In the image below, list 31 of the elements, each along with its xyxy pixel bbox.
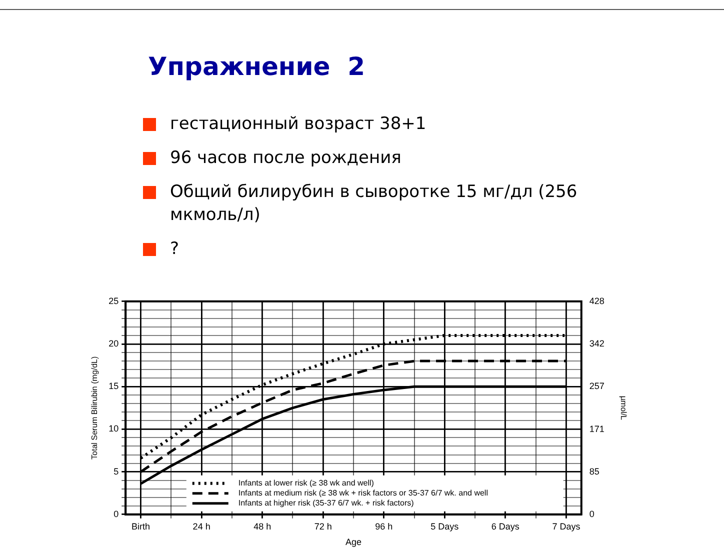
text: ? [143,238,583,261]
x-tick-label: 6 Days [491,521,520,532]
y-axis-title: Total Serum Bilirubin (mg/dL) [90,356,100,460]
legend-label: Infants at higher risk (35-37 6/7 wk. + risk factors) [238,498,414,508]
x-axis-title: Age [345,537,362,548]
legend-label: Infants at medium risk (≥ 38 wk + risk factors or 35-37 6/7 wk. and well [238,488,488,498]
y2-tick-label: 85 [589,466,600,477]
text: гестационный возраст 38+1 [143,113,583,136]
y2-tick-label: 257 [589,380,604,391]
x-tick-label: 96 h [375,521,393,532]
x-tick-label: Birth [132,521,150,532]
y2-tick-label: 428 [589,296,604,306]
y2-tick-label: 342 [589,338,604,349]
y2-axis-title: µmol/L [618,396,628,421]
y-tick-label: 20 [108,338,119,348]
y-tick-label: 15 [108,381,119,392]
y-tick-label: 25 [108,296,119,306]
x-tick-label: 24 h [192,521,210,532]
x-tick-label: 5 Days [430,521,460,532]
text: Общий билирубин в сыворотке 15 мг/дл (256 мкмоль/л) [143,181,583,227]
x-tick-label: 48 h [254,521,272,532]
y2-tick-label: 0 [589,508,594,519]
legend-label: Infants at lower risk (≥ 38 wk and well) [238,478,374,488]
x-tick-label: 7 Days [552,521,581,532]
chart-title: Упражнение 2 [148,52,365,81]
y-tick-label: 0 [114,508,119,519]
y2-tick-label: 171 [589,424,604,434]
y-tick-label: 5 [114,466,119,476]
text: 96 часов после рождения [143,147,583,170]
x-tick-label: 72 h [314,521,332,532]
y-tick-label: 10 [108,424,119,434]
